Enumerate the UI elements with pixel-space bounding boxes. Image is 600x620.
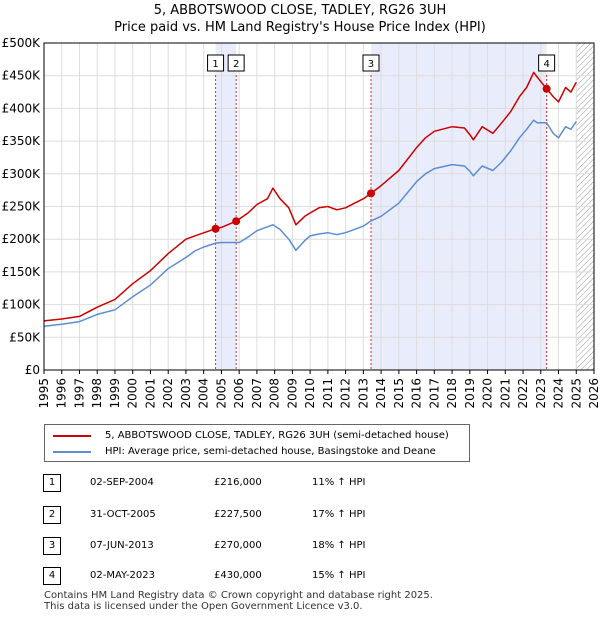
y-tick-label: £0	[25, 363, 40, 377]
x-tick-label: 1996	[55, 378, 69, 409]
x-tick-label: 2023	[534, 378, 548, 409]
transaction-price: £216,000	[214, 477, 262, 488]
x-tick-label: 2011	[321, 378, 335, 409]
y-tick-label: £50K	[9, 330, 41, 344]
x-tick-label: 2007	[250, 378, 264, 409]
transaction-number: 3	[43, 537, 61, 555]
footer-line-1: Contains HM Land Registry data © Crown c…	[44, 590, 433, 601]
y-tick-label: £150K	[2, 265, 42, 279]
marker-label: 2	[233, 59, 239, 70]
x-tick-label: 2021	[498, 378, 512, 409]
y-tick-label: £250K	[2, 200, 42, 214]
transaction-row: 4 02-MAY-2023 £430,000 15% ↑ HPI	[0, 567, 600, 587]
marker-box	[227, 54, 245, 72]
marker-label: 4	[543, 59, 549, 70]
x-tick-label: 2004	[197, 378, 211, 409]
x-tick-label: 1997	[72, 378, 86, 409]
transaction-number: 2	[43, 506, 61, 524]
y-tick-label: £500K	[2, 36, 42, 50]
footer: Contains HM Land Registry data © Crown c…	[44, 590, 433, 612]
property-price-line	[43, 71, 577, 322]
plot-border	[43, 42, 595, 371]
transaction-row: 3 07-JUN-2013 £270,000 18% ↑ HPI	[0, 537, 600, 557]
x-tick-label: 2016	[410, 378, 424, 409]
legend-label-property: 5, ABBOTSWOOD CLOSE, TADLEY, RG26 3UH (s…	[105, 430, 449, 441]
y-tick-label: £400K	[2, 101, 42, 115]
y-tick-label: £200K	[2, 232, 42, 246]
x-tick-label: 1998	[90, 378, 104, 409]
chart-title: 5, ABBOTSWOOD CLOSE, TADLEY, RG26 3UH	[153, 3, 447, 18]
legend-swatch-hpi	[53, 451, 91, 453]
x-tick-label: 2008	[268, 378, 282, 409]
x-tick-label: 2017	[427, 378, 441, 409]
transaction-date: 07-JUN-2013	[90, 540, 154, 551]
x-tick-label: 2012	[339, 378, 353, 409]
legend-label-hpi: HPI: Average price, semi-detached house,…	[105, 446, 436, 457]
transaction-hpi: 11% ↑ HPI	[312, 477, 366, 488]
x-tick-label: 2001	[143, 378, 157, 409]
hpi-line	[43, 119, 577, 327]
transaction-row: 1 02-SEP-2004 £216,000 11% ↑ HPI	[0, 474, 600, 494]
x-tick-label: 2002	[161, 378, 175, 409]
x-tick-label: 2026	[587, 378, 600, 409]
x-tick-label: 1995	[37, 378, 51, 409]
marker-label: 3	[368, 59, 374, 70]
y-tick-label: £450K	[2, 69, 42, 83]
legend-swatch-property	[53, 435, 91, 437]
sale-point	[366, 189, 375, 198]
sale-point	[232, 217, 241, 226]
y-tick-label: £100K	[2, 298, 42, 312]
x-tick-label: 2009	[285, 378, 299, 409]
x-tick-label: 2003	[179, 378, 193, 409]
transaction-number: 4	[43, 567, 61, 585]
transaction-hpi: 17% ↑ HPI	[312, 509, 366, 520]
marker-box	[538, 54, 556, 72]
transaction-hpi: 15% ↑ HPI	[312, 570, 366, 581]
x-tick-label: 2005	[214, 378, 228, 409]
transaction-hpi: 18% ↑ HPI	[312, 540, 366, 551]
legend: 5, ABBOTSWOOD CLOSE, TADLEY, RG26 3UH (s…	[44, 424, 470, 462]
chart-subtitle: Price paid vs. HM Land Registry's House …	[114, 20, 486, 35]
x-tick-label: 2006	[232, 378, 246, 409]
transaction-price: £270,000	[214, 540, 262, 551]
x-tick-label: 2015	[392, 378, 406, 409]
sale-point	[542, 84, 551, 93]
x-tick-label: 2010	[303, 378, 317, 409]
transaction-row: 2 31-OCT-2005 £227,500 17% ↑ HPI	[0, 506, 600, 526]
marker-box	[362, 54, 380, 72]
x-tick-label: 2024	[552, 378, 566, 409]
x-tick-label: 2018	[445, 378, 459, 409]
x-tick-label: 2014	[374, 378, 388, 409]
y-tick-label: £350K	[2, 134, 42, 148]
x-tick-label: 2025	[569, 378, 583, 409]
footer-line-2: This data is licensed under the Open Gov…	[44, 601, 363, 612]
x-tick-label: 2020	[481, 378, 495, 409]
y-tick-label: £300K	[2, 167, 42, 181]
x-tick-label: 1999	[108, 378, 122, 409]
x-tick-label: 2000	[126, 378, 140, 409]
x-tick-label: 2022	[516, 378, 530, 409]
transaction-date: 31-OCT-2005	[90, 509, 156, 520]
sale-point	[211, 224, 220, 233]
transaction-price: £227,500	[214, 509, 262, 520]
marker-box	[207, 54, 225, 72]
price-chart: £0 £50K £100K £150K £200K £250K £300K £350K £400…	[2, 36, 600, 409]
x-tick-label: 2013	[356, 378, 370, 409]
transaction-price: £430,000	[214, 570, 262, 581]
transaction-date: 02-SEP-2004	[90, 477, 154, 488]
transaction-date: 02-MAY-2023	[90, 570, 156, 581]
transaction-number: 1	[43, 474, 61, 492]
marker-label: 1	[212, 59, 218, 70]
x-tick-label: 2019	[463, 378, 477, 409]
